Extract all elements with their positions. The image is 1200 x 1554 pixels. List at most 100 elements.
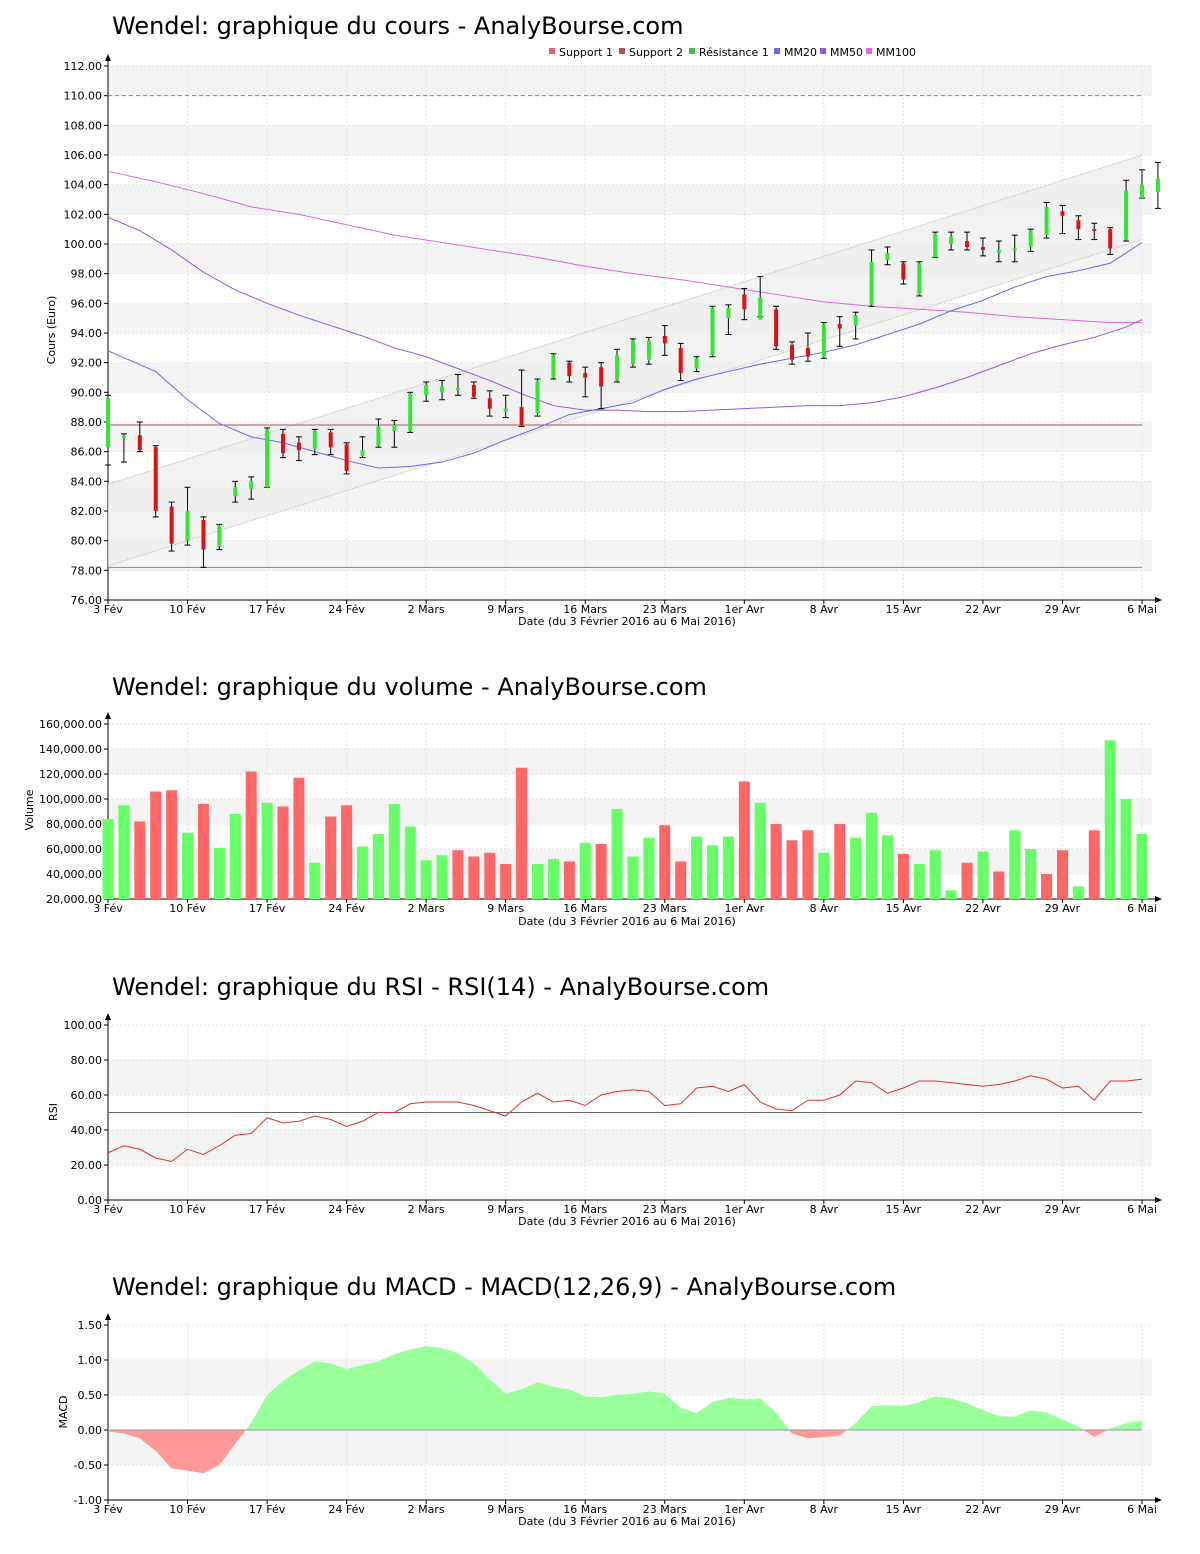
candle-body [106, 398, 110, 448]
candle-body [790, 344, 795, 360]
volume-bar [754, 802, 766, 899]
x-tick-label: 3 Fév [93, 902, 123, 915]
legend-label: MM50 [830, 46, 863, 59]
candle-body [1076, 220, 1081, 230]
volume-bar [1104, 740, 1116, 899]
candle [232, 480, 239, 503]
x-tick-label: 16 Mars [563, 902, 607, 915]
y-tick-label: 40,000.00 [46, 868, 102, 881]
x-tick-label: 2 Mars [408, 902, 445, 915]
candle [391, 420, 398, 448]
trend-channel [108, 155, 1142, 566]
x-tick-label: 15 Avr [886, 1503, 922, 1516]
x-tick-label: 15 Avr [886, 902, 922, 915]
volume-bar [770, 824, 782, 899]
candle-body [376, 426, 381, 446]
candle-body [758, 297, 763, 320]
volume-bar [643, 837, 655, 899]
y-tick-label: 80,000.00 [46, 818, 102, 831]
x-tick-label: 2 Mars [408, 1503, 445, 1516]
x-tick-label: 9 Mars [487, 603, 524, 616]
volume-bar [166, 790, 178, 899]
x-tick-label: 23 Mars [643, 603, 687, 616]
x-tick-label: 8 Avr [810, 902, 839, 915]
y-tick-label: 112.00 [64, 60, 103, 73]
candle [979, 237, 986, 257]
y-tick-label: 90.00 [71, 386, 103, 399]
x-tick-label: 3 Fév [93, 1203, 123, 1216]
x-tick-label: 23 Mars [643, 1503, 687, 1516]
x-tick-label: 10 Fév [169, 902, 206, 915]
candle [454, 374, 461, 396]
candle-body [1155, 178, 1160, 193]
candle-body [901, 263, 906, 280]
candle [1011, 234, 1018, 263]
candle-body [933, 233, 938, 258]
rsi-line [107, 1075, 1143, 1163]
y-axis-arrow [105, 54, 111, 61]
candle-body [471, 384, 476, 397]
candle [932, 231, 939, 258]
x-tick-label: 3 Fév [93, 1503, 123, 1516]
x-tick-label: 29 Avr [1045, 1503, 1081, 1516]
candle [677, 342, 684, 381]
candle-body [567, 362, 572, 377]
volume-bar [818, 852, 830, 899]
x-tick-label: 6 Mai [1127, 1203, 1157, 1216]
candle-body [217, 525, 222, 547]
candle-body [1124, 190, 1129, 240]
x-tick-label: 1er Avr [724, 603, 764, 616]
volume-bar [436, 855, 448, 899]
y-tick-label: 80.00 [71, 535, 103, 548]
x-tick-label: 24 Fév [328, 603, 365, 616]
candle [1091, 222, 1098, 241]
volume-bar [675, 861, 687, 899]
y-axis-arrow [105, 712, 111, 719]
volume-bar [611, 809, 623, 899]
x-tick-label: 8 Avr [810, 603, 839, 616]
candle-body [551, 355, 556, 378]
x-tick-label: 17 Fév [249, 1503, 286, 1516]
x-tick-label: 29 Avr [1045, 603, 1081, 616]
x-tick-label: 24 Fév [328, 1503, 365, 1516]
x-axis-arrow [1155, 896, 1162, 902]
volume-bar [945, 890, 957, 899]
candle [216, 523, 223, 551]
x-tick-label: 6 Mai [1127, 902, 1157, 915]
volume-bar [213, 847, 225, 899]
candle-body [1012, 248, 1017, 251]
volume-bar [993, 871, 1005, 899]
y-tick-label: 86.00 [71, 446, 103, 459]
y-tick-label: 120,000.00 [39, 768, 102, 781]
macd-plot-area: -1.00 -0.50 0.00 0.50 1.00 1.50 3 Fév 10 Fév 17 … [74, 1313, 1162, 1516]
x-tick-label: 22 Avr [965, 902, 1001, 915]
candle-body [662, 335, 667, 344]
candle-body [853, 315, 858, 326]
candle [264, 427, 271, 488]
x-tick-label: 22 Avr [965, 1203, 1001, 1216]
volume-bar [659, 825, 671, 899]
y-tick-label: 96.00 [71, 297, 103, 310]
candle-body [869, 261, 874, 305]
candle [693, 356, 700, 373]
y-axis-arrow [105, 1313, 111, 1320]
candle [423, 381, 430, 402]
y-tick-label: 84.00 [71, 475, 103, 488]
volume-bar [547, 859, 559, 899]
candle [1154, 161, 1161, 209]
y-tick-label: 20,000.00 [46, 893, 102, 906]
macd-x-axis-label: Date (du 3 Février 2016 au 6 Mai 2016) [518, 1515, 736, 1528]
candle [900, 261, 907, 285]
candle-body [1028, 230, 1033, 247]
candle-body [519, 407, 524, 425]
volume-bar [866, 812, 878, 899]
y-tick-label: -0.50 [74, 1459, 102, 1472]
volume-bar [182, 832, 194, 899]
y-tick-label: 82.00 [71, 505, 103, 518]
candle [534, 378, 541, 417]
candle [868, 249, 875, 307]
volume-bar [595, 844, 607, 899]
grid-band [108, 1430, 1152, 1465]
x-tick-label: 29 Avr [1045, 1203, 1081, 1216]
